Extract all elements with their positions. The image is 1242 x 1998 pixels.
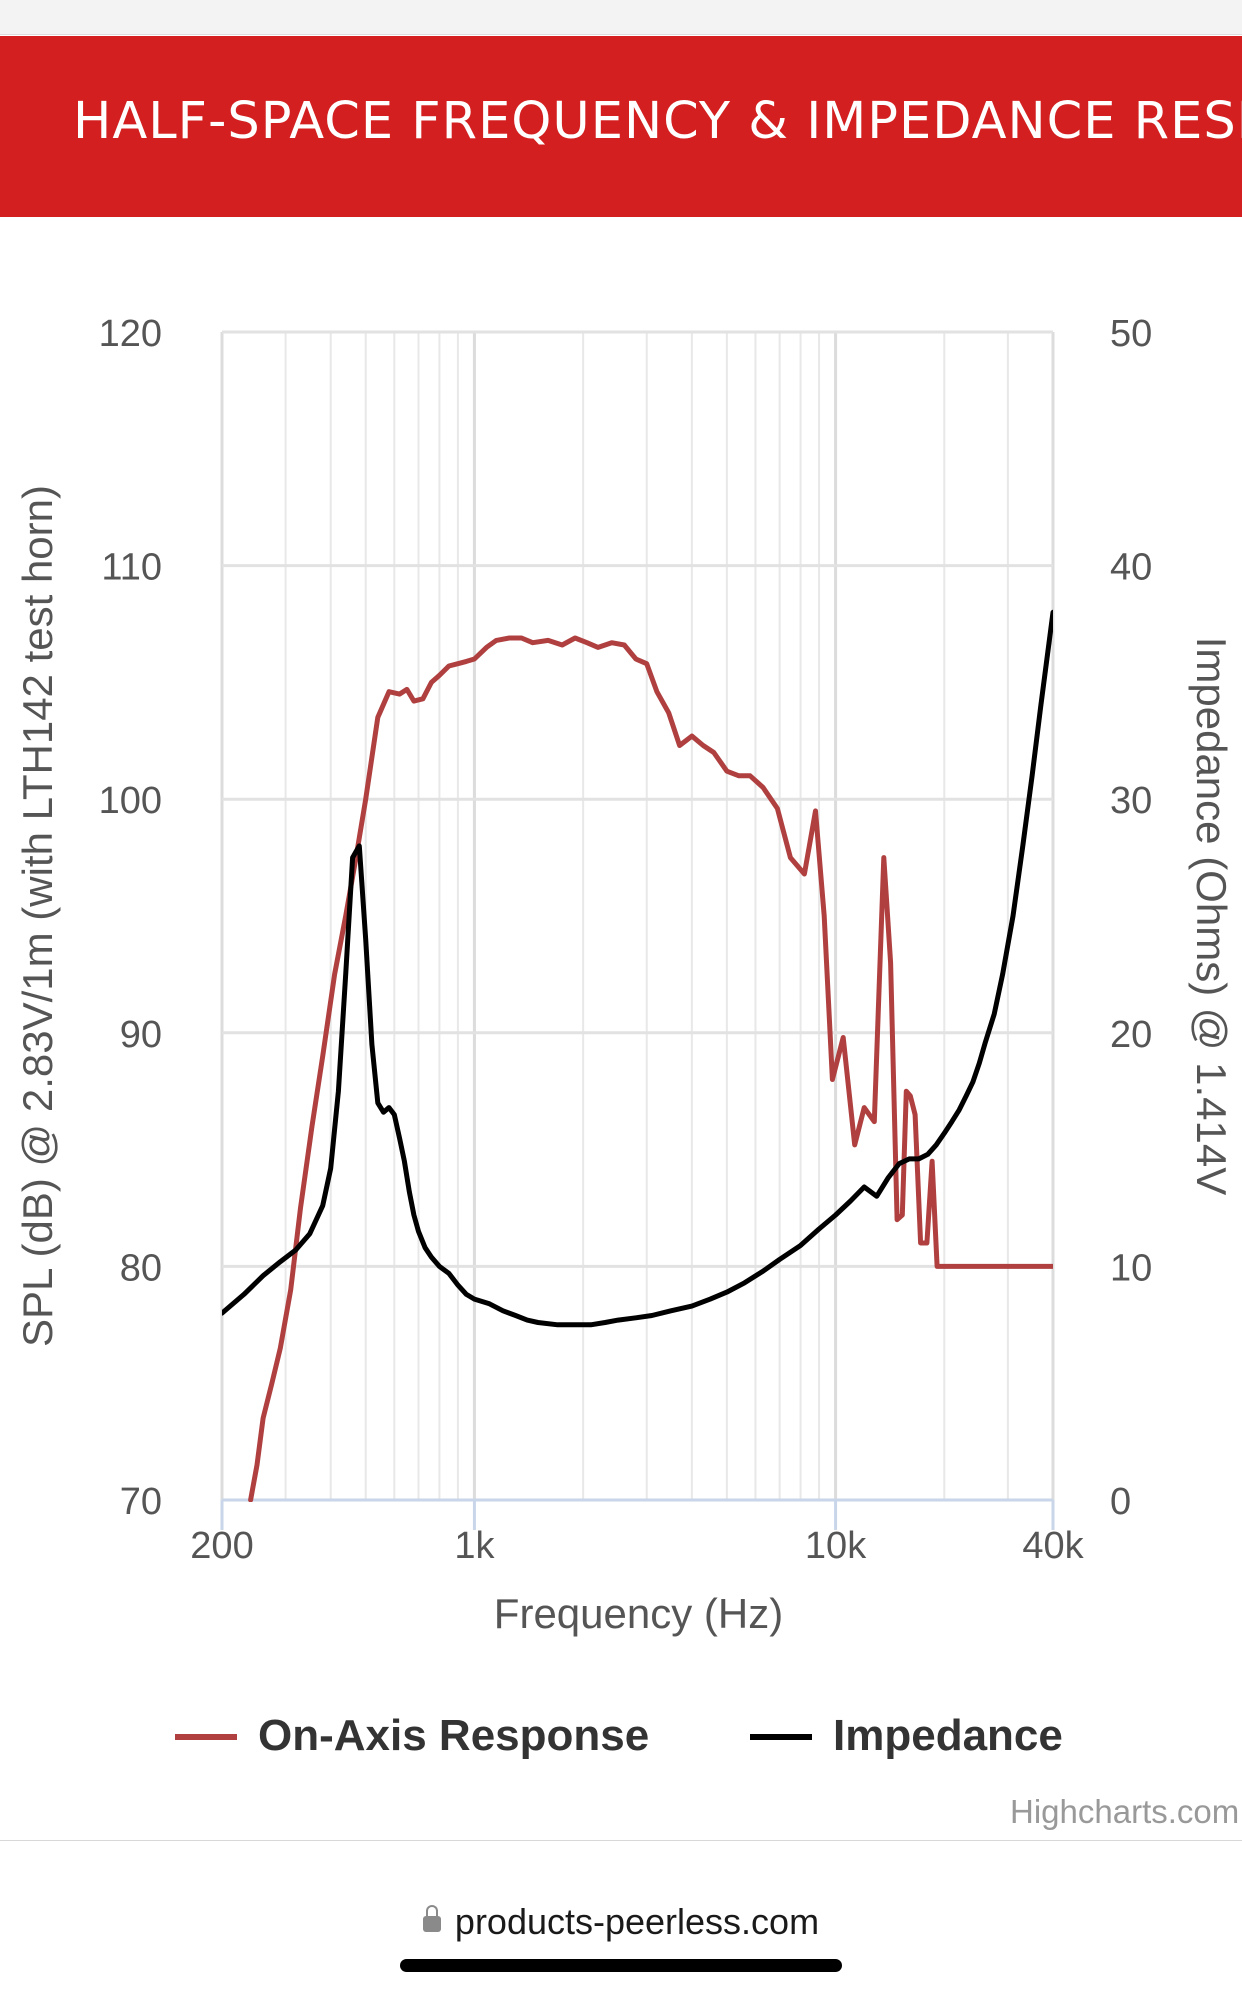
y2-tick-label: 50 [1110,313,1152,355]
x-tick-label: 1k [454,1525,495,1567]
series-line-impedance [222,609,1053,1328]
y-axis-title: SPL (dB) @ 2.83V/1m (with LTH142 test ho… [14,485,61,1347]
y-tick-label: 100 [99,780,162,822]
y2-axis-title: Impedance (Ohms) @ 1.414V [1188,637,1235,1196]
section-title: HALF-SPACE FREQUENCY & IMPEDANCE RESPO [73,92,1242,151]
y-tick-label: 70 [120,1481,162,1523]
y2-tick-label: 10 [1110,1247,1152,1289]
legend-label-impedance: Impedance [833,1711,1063,1760]
browser-bottom-bar: products-peerless.com [0,1840,1242,1998]
y-tick-label: 120 [99,313,162,355]
y2-tick-label: 40 [1110,547,1152,589]
y2-tick-label: 0 [1110,1481,1131,1523]
x-axis-title: Frequency (Hz) [494,1590,783,1637]
home-indicator[interactable] [400,1959,842,1972]
address-bar[interactable]: products-peerless.com [0,1901,1242,1943]
lock-icon [422,1905,441,1932]
plot-area [222,609,1053,1502]
x-tick-label: 200 [190,1525,253,1567]
x-tick-label: 10k [805,1525,867,1567]
series-line-on-axis-response [248,635,1053,1502]
x-tick-label: 40k [1022,1525,1084,1567]
legend-label-on-axis-response: On-Axis Response [258,1711,649,1760]
chart: 70 80 90 100 110 120 0 10 20 30 40 50 200 1k 10k 40k Fre… [14,313,1239,1830]
y2-tick-label: 20 [1110,1014,1152,1056]
browser-top-strip [0,0,1242,35]
section-banner: HALF-SPACE FREQUENCY & IMPEDANCE RESPO [0,36,1242,217]
chart-credit: Highcharts.com [1010,1793,1239,1830]
y-tick-label: 90 [120,1014,162,1056]
y-tick-label: 80 [120,1247,162,1289]
url-text: products-peerless.com [454,1901,820,1942]
y-tick-label: 110 [101,547,162,589]
y2-tick-label: 30 [1110,780,1152,822]
